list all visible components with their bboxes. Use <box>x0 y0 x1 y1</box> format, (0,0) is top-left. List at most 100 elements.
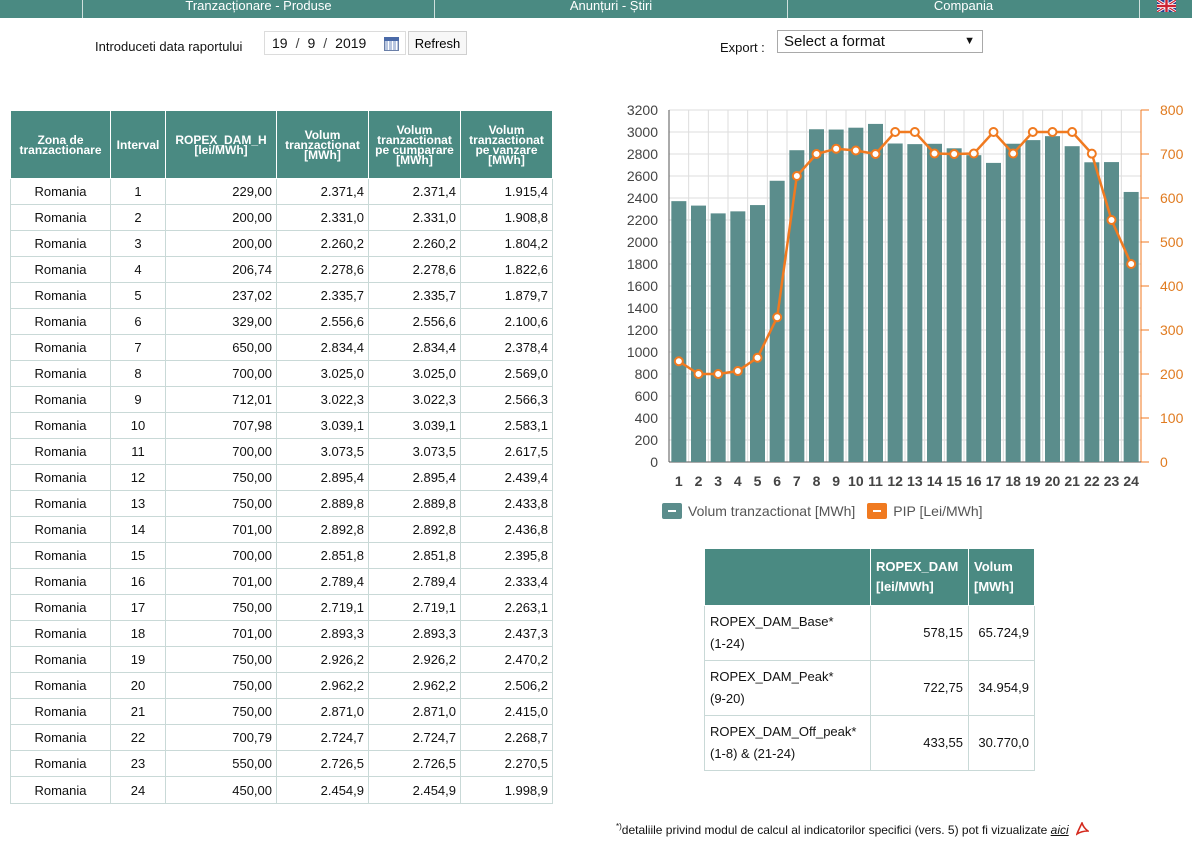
cell-ropex: 700,00 <box>165 542 277 569</box>
date-separator: / <box>295 35 300 51</box>
cell-volume-buy: 2.260,2 <box>368 230 461 257</box>
cell-volume-sell: 2.100,6 <box>460 308 553 335</box>
cell-volume-buy: 2.962,2 <box>368 672 461 699</box>
bar-volume <box>986 162 1001 463</box>
point-pip <box>1008 148 1019 159</box>
table-row: Romania 11 700,00 3.073,5 3.073,5 2.617,5 <box>10 438 553 465</box>
cell-interval: 15 <box>110 542 166 569</box>
cell-zone: Romania <box>10 672 111 699</box>
point-pip <box>988 127 999 137</box>
cell-ropex: 750,00 <box>165 464 277 491</box>
x-tick-label: 21 <box>1064 473 1080 489</box>
bar-volume <box>710 213 726 462</box>
cell-volume-sell: 2.437,3 <box>460 620 553 647</box>
report-date-input[interactable]: 19 / 9 / 2019 <box>264 31 406 55</box>
cell-volume-sell: 1.998,9 <box>460 776 553 804</box>
date-year[interactable]: 2019 <box>335 35 367 51</box>
x-tick-label: 8 <box>813 473 821 489</box>
cell-volume-buy: 2.892,8 <box>368 516 461 543</box>
summary-indicator-range: (1-24) <box>710 636 745 651</box>
point-pip <box>890 127 901 137</box>
cell-interval: 1 <box>110 178 166 205</box>
table-row: Romania 8 700,00 3.025,0 3.025,0 2.569,0 <box>10 360 553 387</box>
table-row: Romania 14 701,00 2.892,8 2.892,8 2.436,8 <box>10 516 553 543</box>
date-month[interactable]: 9 <box>307 35 316 51</box>
table-row: Romania 10 707,98 3.039,1 3.039,1 2.583,1 <box>10 412 553 439</box>
cell-zone: Romania <box>10 256 111 283</box>
point-pip <box>1027 127 1038 137</box>
cell-interval: 23 <box>110 750 166 777</box>
export-format-select[interactable]: Select a format ▼ <box>777 30 983 53</box>
x-tick-label: 2 <box>695 473 703 489</box>
cell-volume: 2.895,4 <box>276 464 369 491</box>
table-row: Romania 5 237,02 2.335,7 2.335,7 1.879,7 <box>10 282 553 309</box>
table-row: Romania 6 329,00 2.556,6 2.556,6 2.100,6 <box>10 308 553 335</box>
cell-zone: Romania <box>10 204 111 231</box>
refresh-button[interactable]: Refresh <box>408 31 467 55</box>
bar-volume <box>966 155 982 462</box>
legend-label-volume: Volum tranzactionat [MWh] <box>688 503 856 519</box>
table-header-row: Zona de tranzactionare Interval ROPEX_DA… <box>10 110 553 179</box>
date-day[interactable]: 19 <box>272 35 288 51</box>
summary-indicator-name: ROPEX_DAM_Peak* <box>710 669 834 684</box>
cell-ropex: 700,00 <box>165 360 277 387</box>
nav-item-trading-products[interactable]: Tranzacționare - Produse <box>82 0 434 18</box>
y2-tick-label: 0 <box>1160 454 1168 470</box>
cell-interval: 24 <box>110 776 166 804</box>
cell-ropex: 701,00 <box>165 620 277 647</box>
cell-volume-sell: 2.506,2 <box>460 672 553 699</box>
cell-interval: 5 <box>110 282 166 309</box>
summary-row: ROPEX_DAM_Off_peak* (1-8) & (21-24) 433,55… <box>704 715 1035 771</box>
point-pip <box>752 352 763 363</box>
table-row: Romania 18 701,00 2.893,3 2.893,3 2.437,3 <box>10 620 553 647</box>
y-tick-label: 1000 <box>627 344 658 360</box>
summary-indicator-name: ROPEX_DAM_Base* <box>710 614 834 629</box>
point-pip <box>732 366 743 377</box>
calendar-icon[interactable] <box>384 37 399 51</box>
summary-table: ROPEX_DAM [lei/MWh] Volum [MWh] ROPEX_DA… <box>704 548 1035 771</box>
y-tick-label: 800 <box>635 366 659 382</box>
table-row: Romania 24 450,00 2.454,9 2.454,9 1.998,9 <box>10 776 553 804</box>
point-pip <box>1086 148 1097 159</box>
report-date-label: Introduceti data raportului <box>95 39 243 54</box>
cell-ropex: 701,00 <box>165 516 277 543</box>
cell-zone: Romania <box>10 516 111 543</box>
cell-volume: 2.834,4 <box>276 334 369 361</box>
nav-item-company[interactable]: Compania <box>787 0 1139 18</box>
bar-volume <box>671 201 687 462</box>
y2-tick-label: 700 <box>1160 146 1184 162</box>
cell-zone: Romania <box>10 464 111 491</box>
cell-interval: 8 <box>110 360 166 387</box>
cell-interval: 16 <box>110 568 166 595</box>
cell-volume-buy: 2.895,4 <box>368 464 461 491</box>
cell-interval: 7 <box>110 334 166 361</box>
pdf-icon[interactable] <box>1076 822 1090 836</box>
legend-swatch-volume[interactable] <box>662 503 682 519</box>
language-switch[interactable] <box>1139 0 1192 18</box>
point-pip <box>811 149 822 159</box>
bar-volume <box>887 143 903 463</box>
cell-volume-sell: 2.439,4 <box>460 464 553 491</box>
footnote-link[interactable]: aici <box>1050 823 1069 837</box>
footnote: *)detaliile privind modul de calcul al i… <box>616 822 1090 837</box>
x-tick-label: 3 <box>714 473 722 489</box>
y-tick-label: 3000 <box>627 124 658 140</box>
cell-zone: Romania <box>10 646 111 673</box>
cell-ropex: 550,00 <box>165 750 277 777</box>
x-tick-label: 7 <box>793 473 801 489</box>
cell-ropex: 712,01 <box>165 386 277 413</box>
cell-ropex: 750,00 <box>165 646 277 673</box>
nav-item-announcements-news[interactable]: Anunțuri - Știri <box>434 0 787 18</box>
legend-swatch-pip[interactable] <box>867 503 888 519</box>
column-header-ropex: ROPEX_DAM_H [lei/MWh] <box>165 110 277 179</box>
y-tick-label: 1400 <box>627 300 658 316</box>
cell-volume-sell: 2.569,0 <box>460 360 553 387</box>
table-row: Romania 13 750,00 2.889,8 2.889,8 2.433,8 <box>10 490 553 517</box>
x-tick-label: 24 <box>1123 473 1139 489</box>
cell-volume: 2.335,7 <box>276 282 369 309</box>
cell-ropex: 750,00 <box>165 594 277 621</box>
y-tick-label: 1600 <box>627 278 658 294</box>
cell-volume-buy: 2.851,8 <box>368 542 461 569</box>
cell-interval: 21 <box>110 698 166 725</box>
chart-legend: Volum tranzactionat [MWh] PIP [Lei/MWh] <box>662 503 983 519</box>
